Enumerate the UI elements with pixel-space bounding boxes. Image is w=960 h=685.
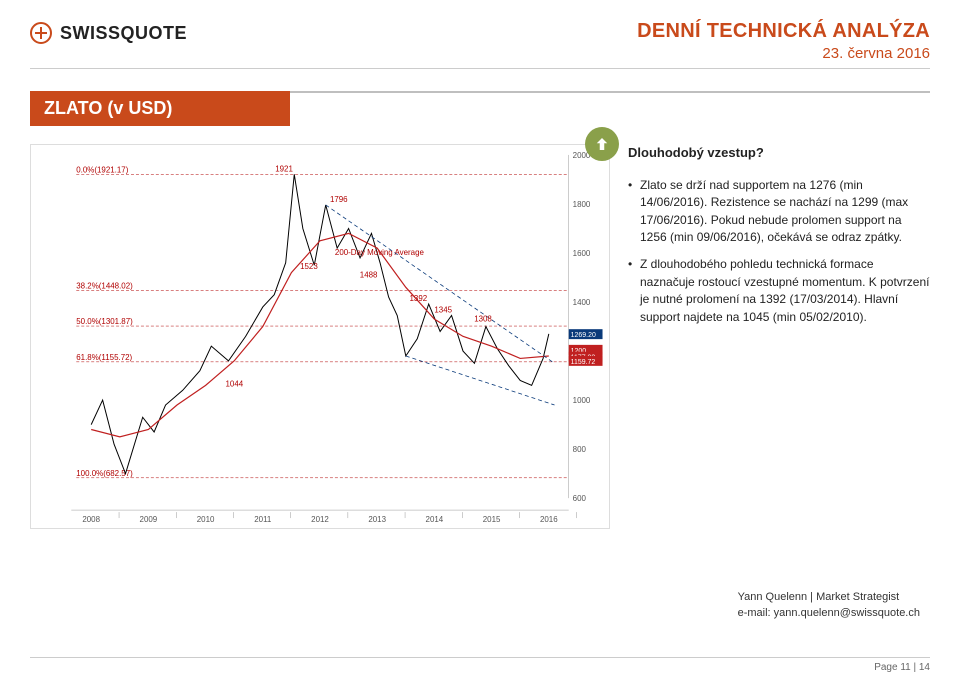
svg-text:2012: 2012 [311,515,329,524]
svg-text:1488: 1488 [360,270,378,279]
svg-text:1308: 1308 [474,315,492,324]
svg-text:200-Day Moving Average: 200-Day Moving Average [335,248,425,257]
svg-text:1921: 1921 [275,164,293,173]
svg-text:2016: 2016 [540,515,558,524]
svg-text:1796: 1796 [330,195,348,204]
doc-date: 23. června 2016 [637,45,930,62]
svg-text:50.0%(1301.87): 50.0%(1301.87) [76,317,133,326]
price-chart: 6008001000120014001600180020002008200920… [30,144,610,529]
author-email: e-mail: yann.quelenn@swissquote.ch [738,606,920,621]
brand-logo: SWISSQUOTE [30,22,187,44]
svg-text:2008: 2008 [82,515,100,524]
svg-text:1523: 1523 [300,262,318,271]
brand-name: SWISSQUOTE [60,23,187,44]
svg-text:1400: 1400 [573,298,591,307]
svg-text:1392: 1392 [410,294,428,303]
page-number: Page 11 | 14 [30,657,930,673]
analysis-bullet: Z dlouhodobého pohledu technická formace… [628,256,930,326]
svg-text:1269.20: 1269.20 [571,332,596,339]
svg-text:1000: 1000 [573,396,591,405]
svg-text:2015: 2015 [483,515,501,524]
svg-text:38.2%(1448.02): 38.2%(1448.02) [76,281,133,290]
chart-svg: 6008001000120014001600180020002008200920… [31,145,609,528]
svg-text:2013: 2013 [368,515,386,524]
doc-title: DENNÍ TECHNICKÁ ANALÝZA [637,20,930,43]
analysis-panel: Dlouhodobý vzestup? Zlato se drží nad su… [628,144,930,336]
analysis-bullet: Zlato se drží nad supportem na 1276 (min… [628,177,930,247]
svg-text:2011: 2011 [254,515,272,524]
author: Yann Quelenn | Market Strategist [738,590,920,605]
svg-text:1345: 1345 [434,306,452,315]
svg-text:600: 600 [573,494,587,503]
svg-text:800: 800 [573,445,587,454]
svg-text:1800: 1800 [573,200,591,209]
svg-text:2009: 2009 [140,515,158,524]
svg-text:61.8%(1155.72): 61.8%(1155.72) [76,353,132,362]
svg-text:0.0%(1921.17): 0.0%(1921.17) [76,165,128,174]
svg-text:1044: 1044 [225,379,243,388]
logo-icon [30,22,52,44]
svg-text:2010: 2010 [197,515,215,524]
svg-text:1159.72: 1159.72 [571,359,596,366]
section-title: ZLATO (v USD) [30,91,290,126]
svg-text:1600: 1600 [573,249,591,258]
trend-up-icon [585,127,619,161]
analysis-heading: Dlouhodobý vzestup? [628,144,930,163]
svg-text:2014: 2014 [426,515,444,524]
